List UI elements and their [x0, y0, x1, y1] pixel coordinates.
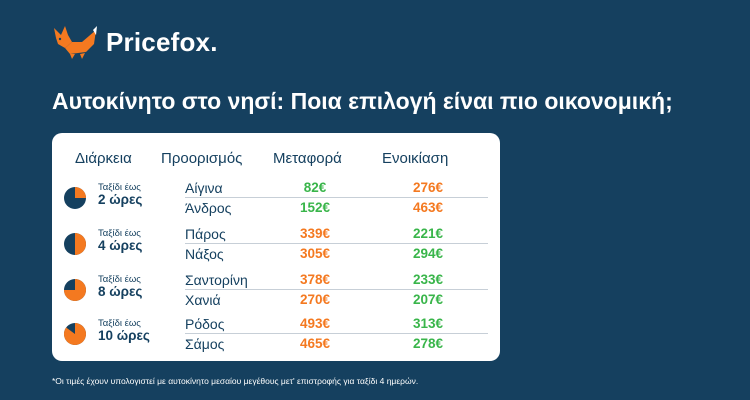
- transport-price-cell: 152€: [299, 200, 331, 215]
- column-header-transport: Μεταφορά: [273, 150, 342, 167]
- duration-sub-label: Ταξίδι έως: [98, 228, 141, 239]
- destination-cell: Άνδρος: [185, 200, 232, 216]
- destination-cell: Αίγινα: [185, 180, 223, 196]
- column-header-destination: Προορισμός: [161, 150, 243, 167]
- rental-price-cell: 463€: [412, 200, 444, 215]
- rental-price-cell: 207€: [412, 292, 444, 307]
- destination-cell: Πάρος: [185, 226, 226, 242]
- page-title: Αυτοκίνητο στο νησί: Ποια επιλογή είναι …: [52, 88, 673, 114]
- duration-sub-label: Ταξίδι έως: [98, 318, 141, 329]
- rental-price-cell: 313€: [412, 316, 444, 331]
- duration-main-label: 4 ώρες: [98, 238, 143, 254]
- footnote: *Οι τιμές έχουν υπολογιστεί με αυτοκίνητ…: [52, 376, 419, 386]
- destination-cell: Ρόδος: [185, 316, 225, 332]
- quarter-pie-icon: [64, 187, 86, 209]
- three-quarter-pie-icon: [64, 279, 86, 301]
- duration-main-label: 8 ώρες: [98, 284, 143, 300]
- transport-price-cell: 493€: [299, 316, 331, 331]
- duration-label: Ταξίδι έως 8 ώρες: [98, 274, 143, 300]
- transport-price-cell: 82€: [303, 180, 327, 195]
- destination-cell: Σάμος: [185, 336, 225, 352]
- duration-label: Ταξίδι έως 2 ώρες: [98, 182, 143, 208]
- rental-price-cell: 278€: [412, 336, 444, 351]
- transport-price-cell: 378€: [299, 272, 331, 287]
- transport-price-cell: 270€: [299, 292, 331, 307]
- duration-main-label: 10 ώρες: [98, 328, 150, 344]
- comparison-table: Διάρκεια Προορισμός Μεταφορά Ενοικίαση Τ…: [52, 133, 500, 361]
- duration-label: Ταξίδι έως 10 ώρες: [98, 318, 150, 344]
- row-divider: [185, 197, 488, 198]
- row-divider: [185, 333, 488, 334]
- transport-price-cell: 305€: [299, 246, 331, 261]
- destination-cell: Σαντορίνη: [185, 272, 248, 288]
- row-divider: [185, 243, 488, 244]
- column-header-rental: Ενοικίαση: [382, 150, 449, 167]
- most-full-pie-icon: [63, 323, 86, 345]
- duration-sub-label: Ταξίδι έως: [98, 274, 141, 285]
- rental-price-cell: 276€: [412, 180, 444, 195]
- rental-price-cell: 233€: [412, 272, 444, 287]
- destination-cell: Χανιά: [185, 292, 221, 308]
- transport-price-cell: 339€: [299, 226, 331, 241]
- rental-price-cell: 294€: [412, 246, 444, 261]
- duration-label: Ταξίδι έως 4 ώρες: [98, 228, 143, 254]
- rental-price-cell: 221€: [412, 226, 444, 241]
- transport-price-cell: 465€: [299, 336, 331, 351]
- destination-cell: Νάξος: [185, 246, 224, 262]
- half-pie-icon: [64, 233, 86, 255]
- column-header-duration: Διάρκεια: [75, 150, 132, 167]
- fox-logo-icon: [54, 26, 97, 59]
- duration-sub-label: Ταξίδι έως: [98, 182, 141, 193]
- row-divider: [185, 289, 488, 290]
- duration-main-label: 2 ώρες: [98, 192, 143, 208]
- brand-name: Pricefox.: [106, 26, 218, 57]
- brand-logo: Pricefox.: [52, 24, 218, 60]
